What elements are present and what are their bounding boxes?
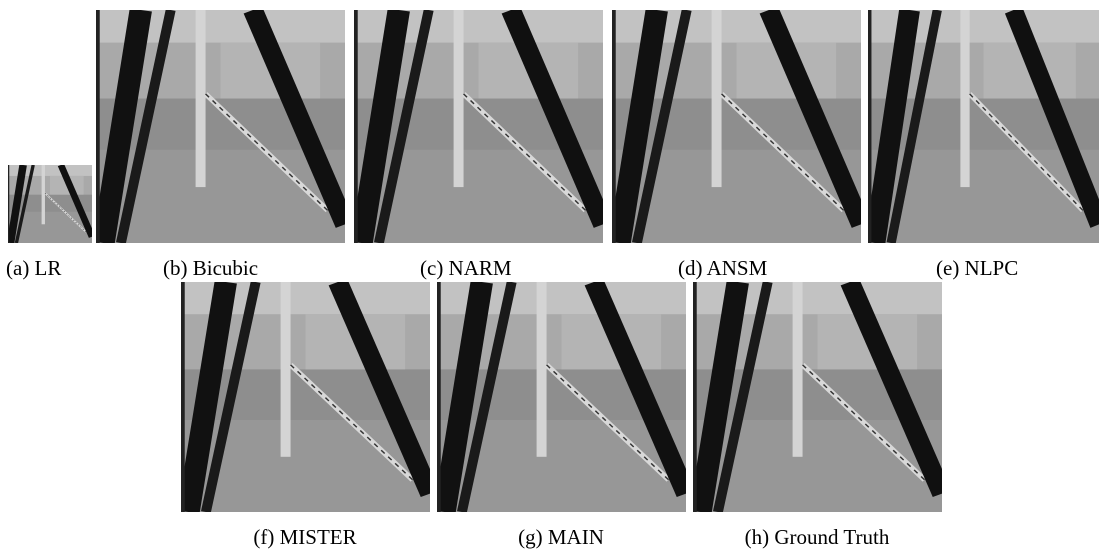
caption: (b) Bicubic: [163, 256, 258, 280]
caption: (e) NLPC: [936, 256, 1018, 280]
image-panel: [693, 282, 942, 512]
caption: (f) MISTER: [253, 525, 356, 549]
caption: (d) ANSM: [678, 256, 768, 280]
caption: (a) LR: [6, 256, 61, 280]
image-panel: [437, 282, 686, 512]
image-panel: [868, 10, 1099, 243]
caption: (h) Ground Truth: [745, 525, 890, 549]
image-panel: [612, 10, 861, 243]
caption: (c) NARM: [420, 256, 512, 280]
image-panel: [181, 282, 430, 512]
image-panel: [354, 10, 603, 243]
image-panel: [8, 165, 92, 243]
image-panel: [96, 10, 345, 243]
caption: (g) MAIN: [518, 525, 604, 549]
